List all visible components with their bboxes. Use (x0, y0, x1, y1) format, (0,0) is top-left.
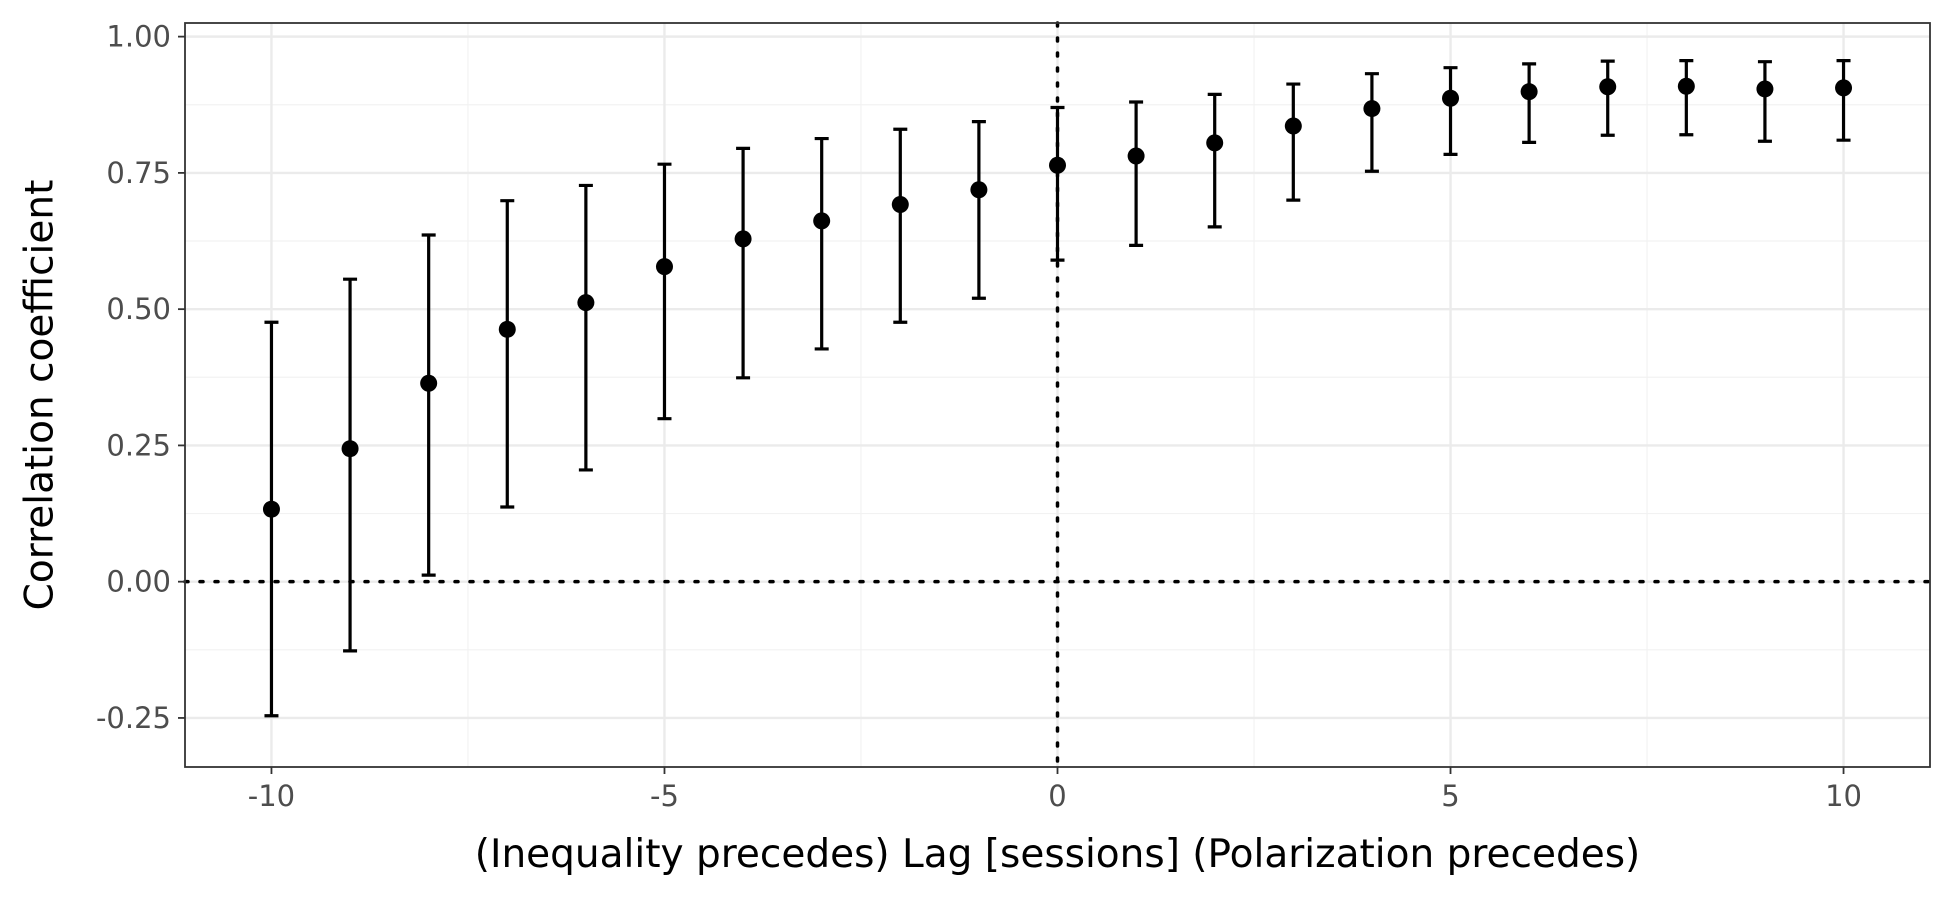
y-tick-label: 0.25 (106, 428, 171, 462)
error-bar (1522, 62, 1537, 144)
error-bar (1207, 92, 1222, 229)
x-tick-label: 5 (1441, 779, 1459, 813)
error-bar (893, 127, 908, 324)
data-point (1284, 117, 1302, 135)
error-bar (971, 120, 986, 300)
data-point (1756, 80, 1774, 98)
error-bar (1129, 100, 1144, 247)
error-bar (578, 183, 593, 472)
error-bar (1443, 66, 1458, 156)
data-point (891, 196, 909, 214)
x-axis-title: (Inequality precedes) Lag [sessions] (Po… (475, 832, 1641, 877)
y-tick-label: 0.75 (106, 156, 171, 190)
error-bar (1364, 72, 1379, 173)
error-bar (1679, 59, 1694, 137)
error-bars (264, 59, 1851, 718)
data-point (1127, 147, 1145, 165)
y-tick-label: -0.25 (96, 701, 171, 735)
y-axis-ticks: -0.25 0.00 0.25 0.50 0.75 1.00 (96, 20, 185, 735)
error-bar (1836, 59, 1851, 142)
error-bar (1050, 105, 1065, 262)
data-point (1599, 78, 1617, 96)
data-point (1206, 134, 1224, 152)
data-point (1835, 79, 1853, 97)
data-point (1520, 83, 1538, 101)
error-bar (736, 146, 751, 380)
y-axis-title: Correlation coefficient (18, 180, 63, 611)
data-point (1442, 89, 1460, 107)
data-point (1049, 156, 1066, 174)
error-bar (500, 199, 515, 509)
y-tick-label: 0.00 (106, 565, 171, 599)
x-tick-label: 10 (1825, 779, 1862, 813)
data-point (262, 500, 280, 518)
data-points (262, 77, 1853, 518)
y-tick-label: 1.00 (106, 20, 171, 54)
error-bar (1600, 59, 1615, 137)
error-bar (1757, 60, 1772, 143)
error-bar (814, 136, 829, 351)
data-point (341, 440, 359, 458)
data-point (498, 320, 516, 338)
y-tick-label: 0.50 (106, 292, 171, 326)
data-point (420, 374, 438, 392)
error-bar (1286, 82, 1301, 202)
x-tick-label: 0 (1048, 779, 1066, 813)
data-point (655, 258, 673, 276)
data-point (1677, 77, 1695, 95)
x-tick-label: -10 (248, 779, 295, 813)
error-bar (657, 162, 672, 421)
data-point (813, 212, 831, 230)
error-bar (343, 277, 358, 653)
x-tick-label: -5 (650, 779, 679, 813)
x-axis-ticks: -10 -5 0 5 10 (248, 767, 1862, 813)
data-point (734, 230, 752, 248)
data-point (577, 294, 595, 312)
error-bar (264, 320, 279, 718)
data-point (970, 181, 988, 199)
error-bar (421, 233, 436, 577)
data-point (1363, 100, 1381, 118)
